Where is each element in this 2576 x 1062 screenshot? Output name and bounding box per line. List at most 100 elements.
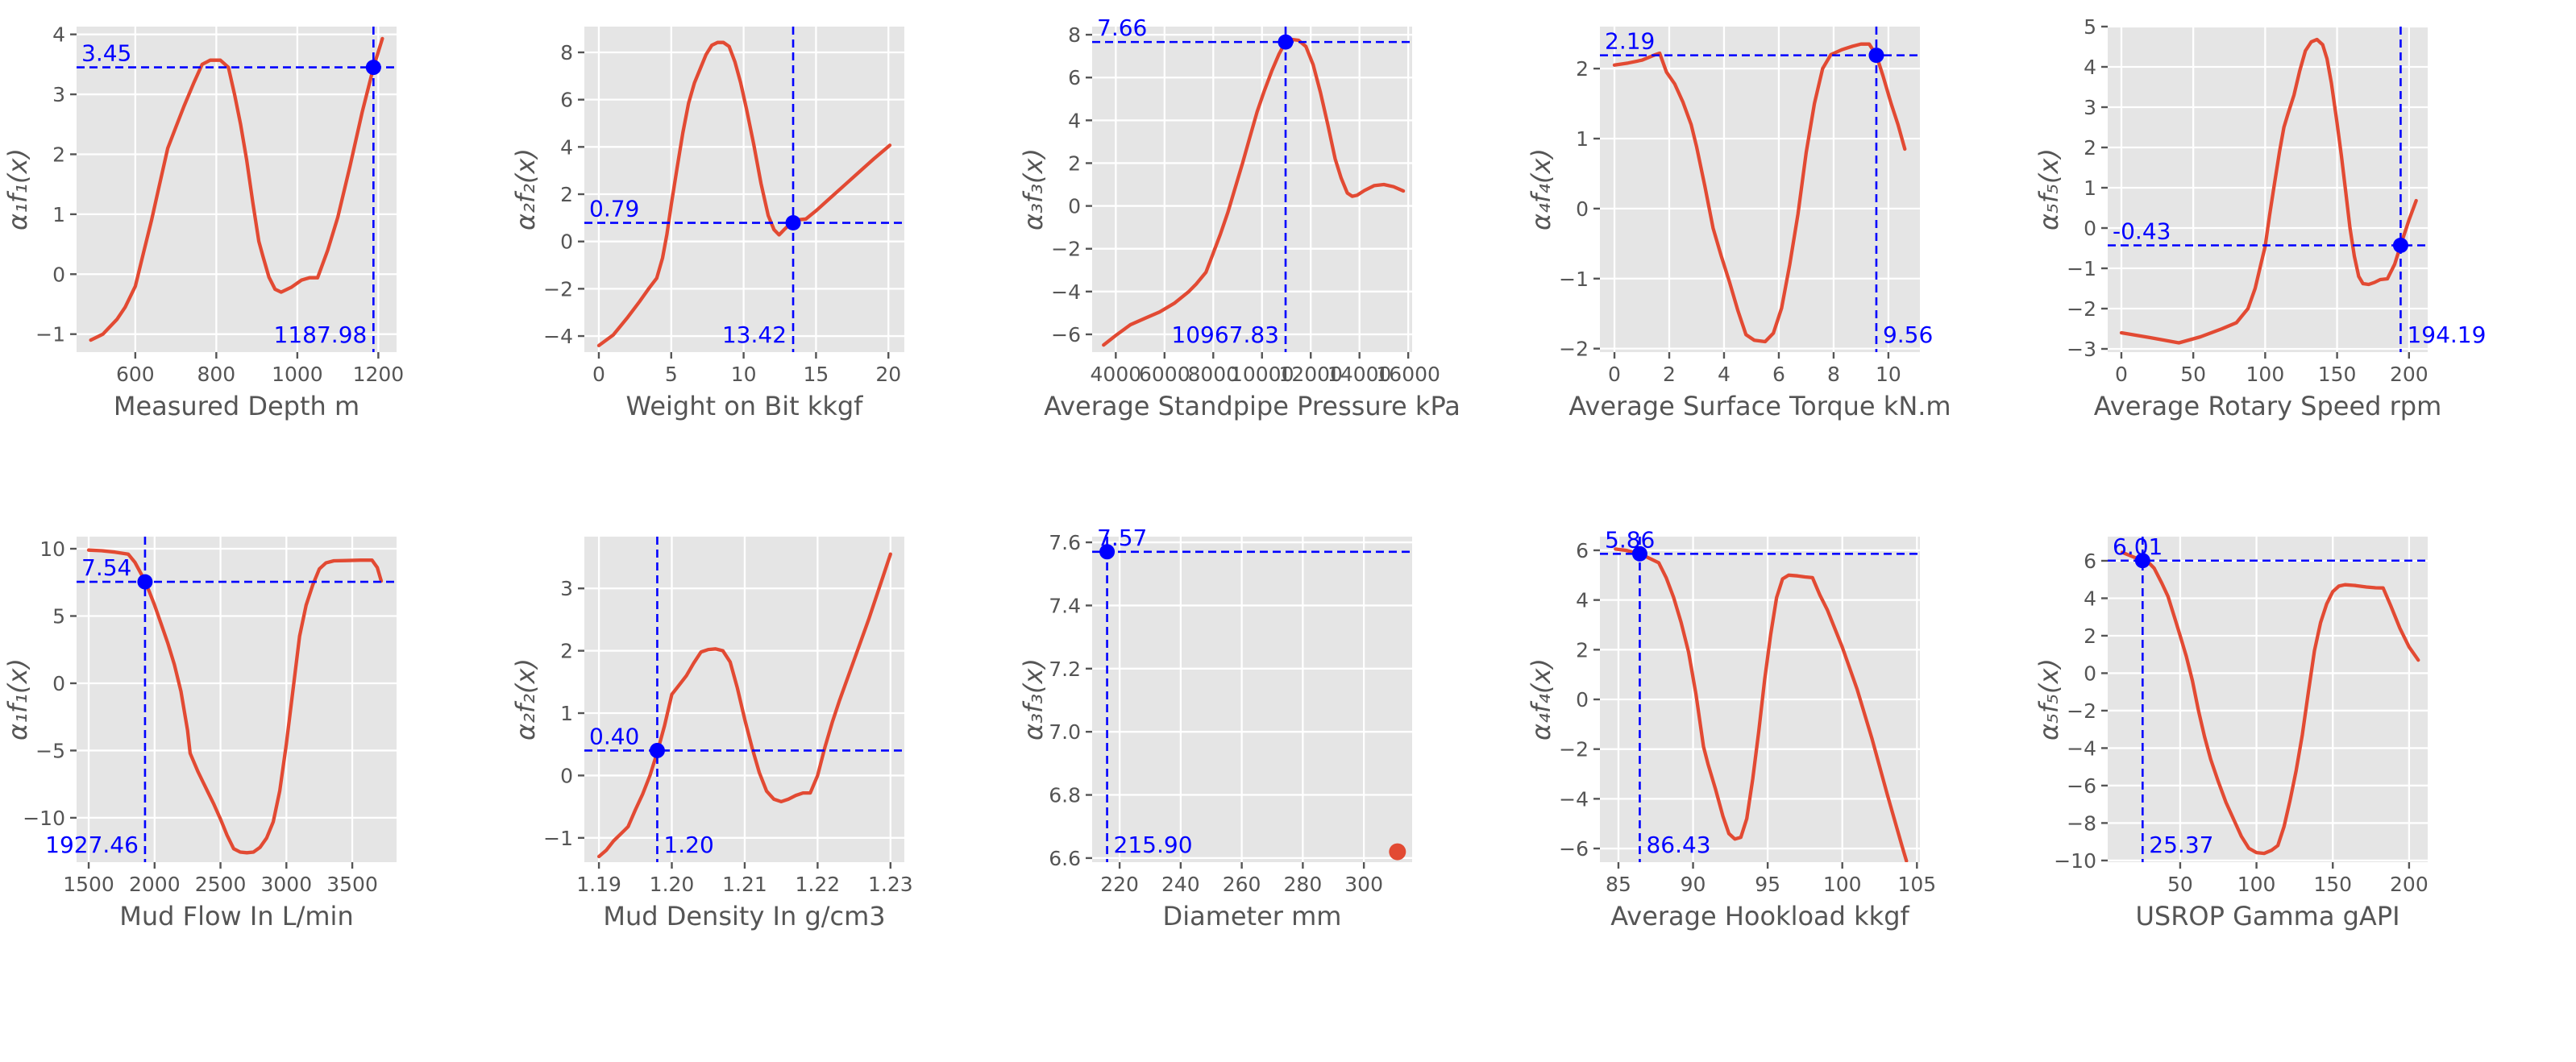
y-tick-label: −2 bbox=[2067, 297, 2096, 321]
x-tick-label: 300 bbox=[1344, 873, 1383, 896]
curve-line bbox=[89, 36, 384, 342]
y-axis-label: α₃f₃(x) bbox=[1018, 658, 1049, 740]
x-tick-label: 90 bbox=[1681, 873, 1706, 896]
x-axis-label: Average Hookload kkgf bbox=[1610, 901, 1909, 931]
x-tick-label: 10 bbox=[731, 363, 757, 386]
x-axis-label: Average Surface Torque kN.m bbox=[1568, 391, 1951, 421]
query-point-marker bbox=[2392, 238, 2408, 253]
x-tick-label: 14000 bbox=[1327, 363, 1392, 386]
y-tick-label: −1 bbox=[2067, 257, 2096, 280]
y-axis-label: α₅f₅(x) bbox=[2034, 148, 2064, 230]
axis-ticks: 85 90 95 100 105 −6 −4 −2 0 2 4 6 bbox=[1559, 539, 1936, 896]
marker-x-value-label: 9.56 bbox=[1883, 322, 1933, 348]
gridlines bbox=[584, 537, 904, 862]
y-tick-label: 0 bbox=[560, 230, 573, 254]
subplot-average-hookload-kkgf: 85 90 95 100 105 −6 −4 −2 0 2 4 6 Average Hookload k… bbox=[1526, 526, 1936, 931]
x-tick-label: 1000 bbox=[272, 363, 323, 386]
y-tick-label: 4 bbox=[2084, 587, 2096, 610]
y-axis-label: α₃f₃(x) bbox=[1018, 148, 1049, 230]
y-tick-label: 6 bbox=[2084, 550, 2096, 573]
x-tick-label: 15 bbox=[804, 363, 829, 386]
y-tick-label: 0 bbox=[1068, 195, 1081, 218]
y-tick-label: 2 bbox=[1576, 57, 1589, 81]
plot-area bbox=[77, 537, 397, 862]
y-tick-label: 1 bbox=[1576, 127, 1589, 151]
x-tick-label: 1.19 bbox=[576, 873, 621, 896]
y-tick-label: 2 bbox=[1068, 151, 1081, 175]
plot-area bbox=[2108, 27, 2428, 352]
y-tick-label: −4 bbox=[543, 325, 573, 348]
y-tick-label: 1 bbox=[52, 203, 65, 226]
x-axis-label: Average Rotary Speed rpm bbox=[2094, 391, 2442, 421]
y-tick-label: 2 bbox=[52, 143, 65, 166]
marker-x-value-label: 194.19 bbox=[2407, 322, 2486, 348]
y-tick-label: 6 bbox=[560, 89, 573, 112]
y-tick-label: 4 bbox=[1576, 589, 1589, 612]
marker-x-value-label: 13.42 bbox=[722, 322, 787, 348]
y-tick-label: 0 bbox=[52, 672, 65, 695]
y-tick-label: 0 bbox=[2084, 217, 2096, 240]
y-tick-label: 2 bbox=[1576, 638, 1589, 662]
y-axis-label: α₂f₂(x) bbox=[510, 658, 541, 740]
axis-ticks: 0 5 10 15 20 −4 −2 0 2 4 6 8 bbox=[543, 41, 901, 386]
x-tick-label: 105 bbox=[1897, 873, 1936, 896]
y-tick-label: 6 bbox=[1576, 539, 1589, 562]
curve-line bbox=[2119, 37, 2418, 345]
x-tick-label: 20 bbox=[875, 363, 901, 386]
y-tick-label: 0 bbox=[1576, 688, 1589, 711]
x-axis-label: Mud Density In g/cm3 bbox=[603, 901, 885, 931]
x-tick-label: 6000 bbox=[1139, 363, 1190, 386]
y-tick-label: −2 bbox=[1559, 738, 1589, 761]
marker-y-value-label: 3.45 bbox=[81, 40, 131, 67]
x-tick-label: 1500 bbox=[63, 873, 114, 896]
x-tick-label: 50 bbox=[2180, 363, 2206, 386]
x-tick-label: 100 bbox=[1823, 873, 1862, 896]
x-tick-label: 10000 bbox=[1230, 363, 1294, 386]
y-tick-label: 6.8 bbox=[1049, 784, 1081, 807]
y-axis-label: α₄f₄(x) bbox=[1526, 658, 1556, 740]
y-tick-label: 4 bbox=[52, 23, 65, 47]
subplot-mud-density-in-g-cm3: 1.19 1.20 1.21 1.22 1.23 −1 0 1 2 3 Mud Density In… bbox=[510, 537, 913, 931]
y-tick-label: 0 bbox=[2084, 662, 2096, 685]
y-tick-label: 6 bbox=[1068, 66, 1081, 89]
marker-x-value-label: 1.20 bbox=[663, 832, 713, 858]
y-tick-label: 0 bbox=[52, 263, 65, 286]
x-tick-label: 16000 bbox=[1376, 363, 1440, 386]
y-tick-label: −10 bbox=[23, 807, 65, 830]
y-axis-label: α₅f₅(x) bbox=[2034, 658, 2064, 740]
x-tick-label: 95 bbox=[1755, 873, 1780, 896]
x-tick-label: 0 bbox=[1608, 363, 1621, 386]
x-tick-label: 200 bbox=[2390, 363, 2429, 386]
y-tick-label: −8 bbox=[2067, 811, 2096, 835]
y-tick-label: 3 bbox=[52, 83, 65, 106]
query-point-marker bbox=[1099, 544, 1116, 560]
y-tick-label: 4 bbox=[1068, 109, 1081, 132]
query-point-marker bbox=[2134, 553, 2150, 569]
axis-ticks: 1.19 1.20 1.21 1.22 1.23 −1 0 1 2 3 bbox=[543, 577, 913, 896]
x-tick-label: 0 bbox=[2115, 363, 2128, 386]
marker-x-value-label: 10967.83 bbox=[1171, 322, 1279, 348]
y-tick-label: −6 bbox=[1051, 323, 1081, 346]
y-tick-label: 0 bbox=[560, 764, 573, 787]
x-tick-label: 4000 bbox=[1091, 363, 1142, 386]
y-tick-label: 4 bbox=[560, 135, 573, 159]
y-axis-label: α₁f₁(x) bbox=[2, 658, 33, 740]
marker-y-value-label: 6.01 bbox=[2113, 533, 2163, 560]
gridlines bbox=[77, 537, 397, 862]
x-tick-label: 5 bbox=[665, 363, 678, 386]
x-tick-label: 600 bbox=[116, 363, 155, 386]
marker-x-value-label: 1187.98 bbox=[274, 322, 368, 348]
marker-x-value-label: 86.43 bbox=[1646, 832, 1710, 858]
y-tick-label: 2 bbox=[560, 183, 573, 206]
x-tick-label: 100 bbox=[2237, 873, 2276, 896]
y-tick-label: −4 bbox=[2067, 736, 2096, 760]
gridlines bbox=[1092, 27, 1412, 352]
marker-y-value-label: 7.54 bbox=[81, 554, 131, 581]
query-point-marker bbox=[1868, 48, 1884, 64]
y-tick-label: −6 bbox=[2067, 774, 2096, 798]
axis-ticks: 0 2 4 6 8 10 −2 −1 0 1 2 bbox=[1559, 57, 1901, 386]
x-tick-label: 85 bbox=[1606, 873, 1631, 896]
x-tick-label: 4 bbox=[1718, 363, 1730, 386]
